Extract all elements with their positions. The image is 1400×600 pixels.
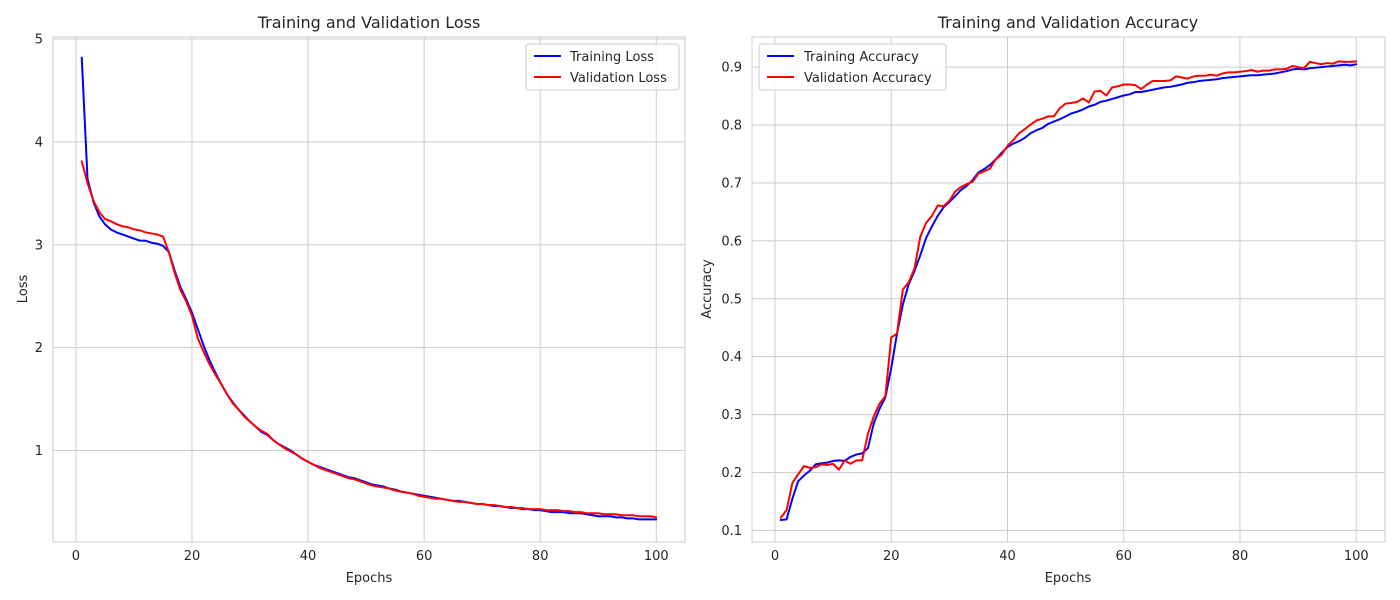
loss-y-tick-label: 3 — [35, 238, 43, 253]
loss-legend: Training Loss Validation Loss — [525, 43, 680, 91]
accuracy-y-tick-label: 0.8 — [721, 119, 742, 134]
accuracy-legend: Training Accuracy Validation Accuracy — [758, 43, 947, 91]
accuracy-chart: Training and Validation Accuracy 0 20 40 60… — [700, 13, 1386, 586]
accuracy-y-tick-label: 0.9 — [721, 61, 742, 76]
accuracy-x-tick-label: 0 — [771, 549, 779, 564]
accuracy-series — [779, 60, 1358, 521]
accuracy-y-ticks: 0.1 0.2 0.3 0.4 0.5 0.6 0.7 0.8 0.9 — [721, 61, 742, 539]
accuracy-series-line-training — [779, 63, 1358, 521]
loss-legend-validation-label: Validation Loss — [570, 71, 667, 86]
accuracy-y-tick-label: 0.6 — [721, 234, 742, 249]
loss-x-ticks: 0 20 40 60 80 100 — [72, 549, 669, 564]
accuracy-series-line-validation — [779, 60, 1358, 519]
accuracy-chart-title: Training and Validation Accuracy — [937, 13, 1199, 32]
accuracy-legend-training-label: Training Accuracy — [803, 50, 919, 65]
loss-y-tick-label: 1 — [35, 444, 43, 459]
accuracy-x-tick-label: 100 — [1344, 549, 1369, 564]
loss-series-line-validation — [80, 160, 658, 519]
loss-x-tick-label: 40 — [300, 549, 317, 564]
loss-y-tick-label: 4 — [35, 135, 43, 150]
loss-y-axis-label: Loss — [16, 275, 31, 304]
accuracy-y-axis-label: Accuracy — [700, 259, 715, 319]
accuracy-y-tick-label: 0.2 — [721, 466, 742, 481]
accuracy-x-tick-label: 20 — [883, 549, 900, 564]
loss-x-tick-label: 100 — [644, 549, 669, 564]
accuracy-y-tick-label: 0.3 — [721, 408, 742, 423]
accuracy-gridlines — [752, 37, 1385, 542]
loss-x-tick-label: 20 — [184, 549, 201, 564]
accuracy-y-tick-label: 0.1 — [721, 524, 742, 539]
loss-legend-box — [525, 43, 680, 91]
accuracy-y-tick-label: 0.4 — [721, 350, 742, 365]
accuracy-plot-frame — [751, 36, 1386, 543]
accuracy-y-tick-label: 0.5 — [721, 292, 742, 307]
accuracy-legend-validation-label: Validation Accuracy — [804, 71, 932, 86]
accuracy-x-ticks: 0 20 40 60 80 100 — [771, 549, 1369, 564]
loss-x-tick-label: 60 — [416, 549, 433, 564]
loss-series — [80, 56, 658, 521]
accuracy-x-tick-label: 80 — [1232, 549, 1249, 564]
accuracy-x-tick-label: 40 — [999, 549, 1016, 564]
accuracy-legend-box — [758, 43, 947, 91]
accuracy-x-axis-label: Epochs — [1045, 571, 1092, 586]
loss-plot-frame — [52, 36, 686, 543]
loss-y-tick-label: 5 — [35, 33, 43, 48]
accuracy-x-tick-label: 60 — [1115, 549, 1132, 564]
loss-y-ticks: 1 2 3 4 5 — [35, 33, 43, 459]
loss-x-tick-label: 0 — [72, 549, 80, 564]
accuracy-y-tick-label: 0.7 — [721, 176, 742, 191]
loss-x-axis-label: Epochs — [346, 571, 393, 586]
loss-chart: Training and Validation Loss 0 20 40 60 80 10… — [16, 13, 686, 586]
loss-legend-training-label: Training Loss — [569, 50, 654, 65]
loss-x-tick-label: 80 — [532, 549, 549, 564]
loss-y-tick-label: 2 — [35, 341, 43, 356]
loss-chart-title: Training and Validation Loss — [257, 13, 481, 32]
